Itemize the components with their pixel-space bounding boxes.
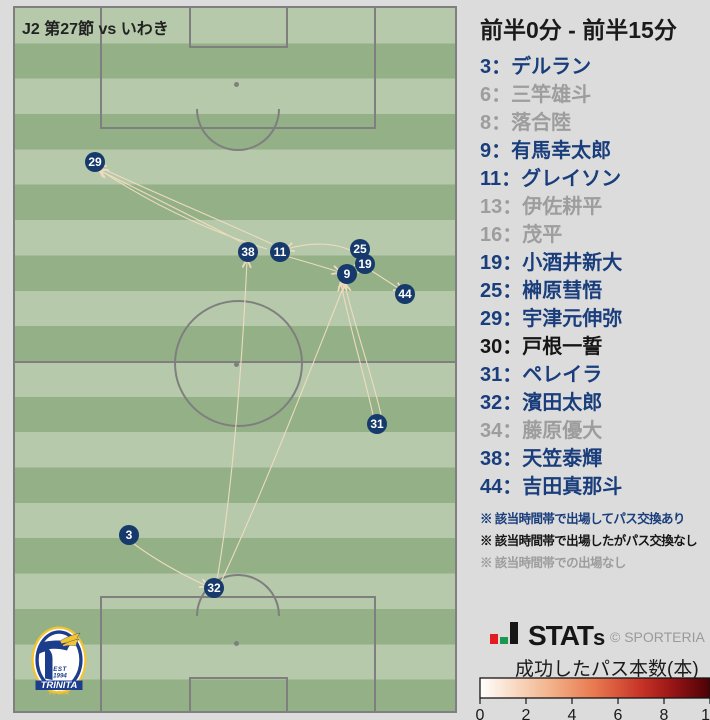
svg-text:2: 2 [522,707,531,720]
svg-text:FC OITA: FC OITA [49,691,69,697]
svg-text:6: 6 [614,707,623,720]
svg-text:TRINITA: TRINITA [41,680,78,691]
svg-text:8: 8 [660,707,669,720]
svg-text:10: 10 [701,707,710,720]
svg-text:0: 0 [476,707,485,720]
svg-text:1994: 1994 [53,672,67,679]
svg-text:4: 4 [568,707,577,720]
